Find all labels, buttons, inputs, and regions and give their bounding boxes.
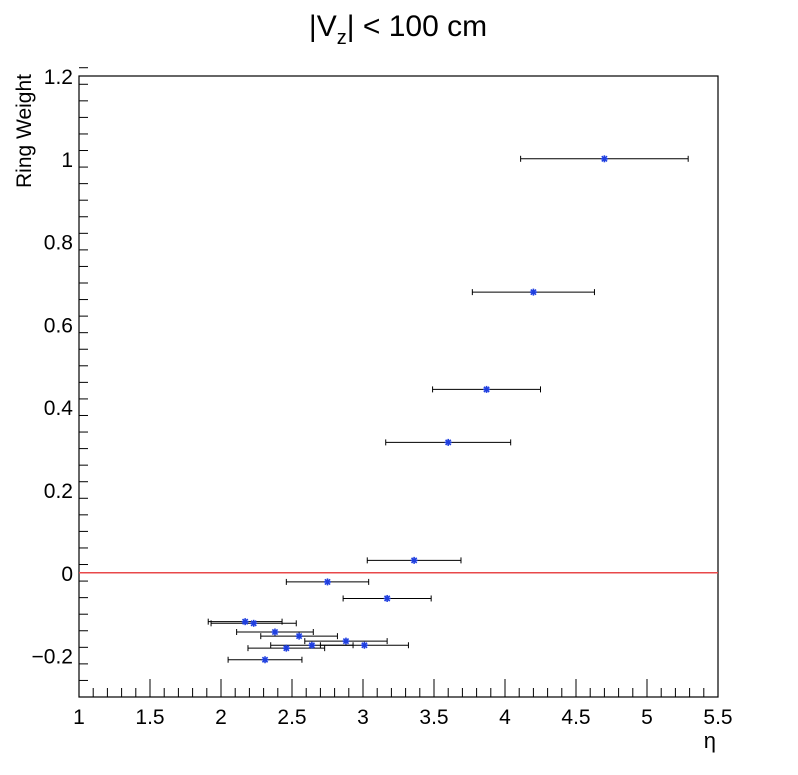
y-tick-label: 0.8 — [44, 232, 73, 255]
x-tick-label: 1 — [73, 706, 85, 729]
data-point — [271, 628, 279, 636]
data-point-stroke — [410, 557, 418, 564]
data-point — [241, 618, 249, 626]
data-point-stroke — [324, 578, 331, 586]
data-point — [308, 641, 316, 649]
data-point — [483, 385, 491, 393]
y-tick-label: 0 — [61, 563, 73, 586]
chart-title-prefix: |V — [309, 10, 337, 43]
data-point — [529, 288, 537, 296]
data-point — [444, 438, 452, 446]
chart-title: |Vz| < 100 cm — [309, 10, 487, 49]
y-tick-label: 1.2 — [44, 66, 73, 89]
data-point — [342, 637, 350, 645]
data-point-stroke — [250, 620, 257, 627]
x-tick-label: 5 — [641, 706, 653, 729]
data-point-stroke — [283, 644, 290, 652]
y-tick-label: −0.2 — [32, 646, 73, 669]
x-axis-label: η — [704, 728, 716, 753]
data-point — [600, 155, 608, 163]
x-tick-label: 1.5 — [135, 706, 164, 729]
error-bars — [207, 155, 689, 663]
x-tick-label: 5.5 — [703, 706, 732, 729]
data-point-stroke — [261, 656, 269, 663]
data-point — [360, 641, 368, 649]
data-point — [295, 632, 303, 640]
x-tick-label: 4 — [499, 706, 511, 729]
data-point-stroke — [241, 618, 249, 625]
data-point-stroke — [342, 637, 350, 645]
chart-title-subscript: z — [337, 27, 347, 49]
data-point — [261, 656, 269, 664]
data-point-stroke — [271, 628, 279, 636]
y-tick-label: 1 — [61, 149, 73, 172]
data-point — [324, 578, 331, 586]
data-point — [410, 556, 418, 564]
x-tick-label: 4.5 — [561, 706, 590, 729]
data-point-stroke — [295, 632, 303, 640]
data-point — [383, 594, 391, 602]
x-tick-label: 2.5 — [277, 706, 306, 729]
data-point-stroke — [361, 642, 368, 649]
chart-title-suffix: | < 100 cm — [347, 10, 487, 43]
data-points — [241, 155, 608, 664]
data-point-stroke — [601, 155, 608, 162]
data-point-stroke — [383, 595, 391, 602]
y-tick-label: 0.6 — [44, 314, 73, 337]
x-tick-label: 3.5 — [419, 706, 448, 729]
data-point-stroke — [530, 288, 537, 296]
data-point-stroke — [445, 439, 452, 446]
x-tick-label: 3 — [357, 706, 369, 729]
data-point-stroke — [308, 642, 316, 649]
axes: 1 1.5 2 2.5 3 3.5 4 4.5 5 5.5 −0.2 0 0.2 0.4 0.6 0.8 1 1.… — [32, 66, 733, 729]
y-tick-label: 0.4 — [44, 397, 74, 420]
data-point-stroke — [483, 386, 490, 393]
data-point — [250, 619, 258, 627]
plot-frame — [78, 75, 719, 698]
data-point — [282, 644, 290, 652]
y-axis-label: Ring Weight — [13, 74, 36, 188]
y-tick-label: 0.2 — [44, 480, 73, 503]
x-tick-label: 2 — [215, 706, 227, 729]
